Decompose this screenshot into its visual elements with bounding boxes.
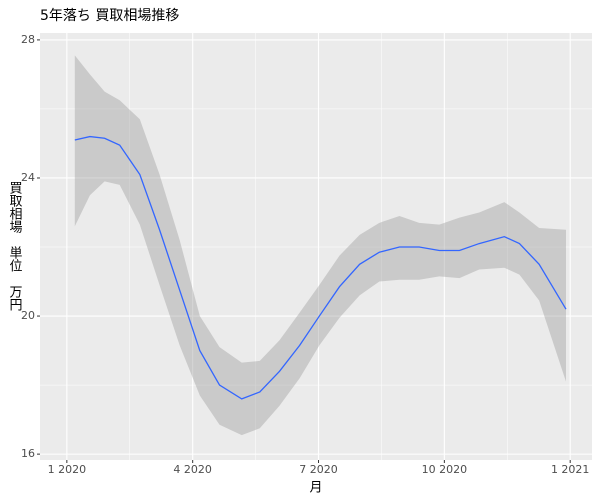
y-tick-label: 24 [21,171,35,184]
panel [40,33,592,460]
x-tick-label: 7 2020 [299,463,338,476]
x-axis-label: 月 [309,481,322,496]
x-tick-label: 4 2020 [173,463,212,476]
chart-title: 5年落ち 買取相場推移 [40,8,179,24]
x-tick-label: 1 2021 [551,463,590,476]
smooth-line [74,135,567,400]
y-tick-label: 16 [21,447,35,460]
y-tick-label: 28 [21,33,35,46]
x-tick-label: 1 2020 [48,463,87,476]
x-tick-label: 10 2020 [422,463,468,476]
y-tick-label: 20 [21,309,35,322]
y-axis-label: 買取相場 単位 万円 [7,181,23,311]
confidence-band [74,55,566,436]
